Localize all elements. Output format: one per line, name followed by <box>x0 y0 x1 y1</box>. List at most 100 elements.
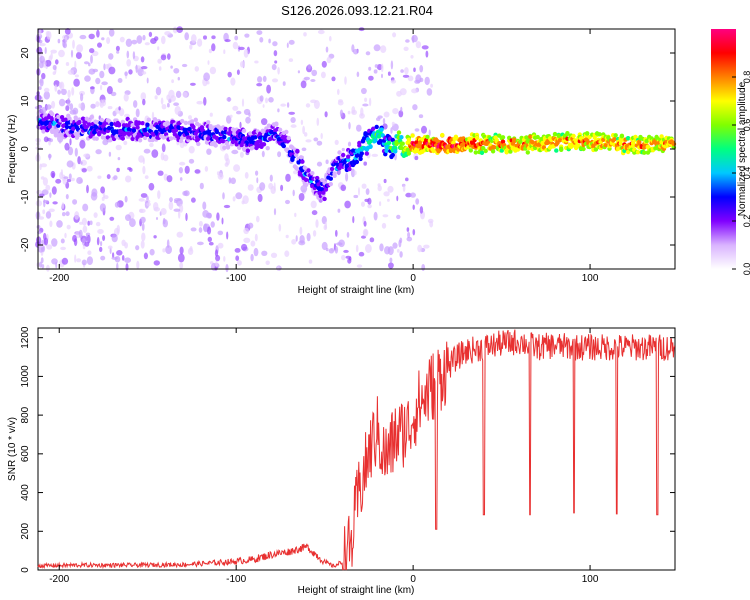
ridge-cell <box>530 140 535 145</box>
noise-blob <box>123 93 129 102</box>
noise-blob <box>42 209 46 215</box>
noise-blob <box>311 210 318 216</box>
noise-blob <box>271 64 277 71</box>
y-tick-label: 10 <box>20 95 31 107</box>
noise-blob <box>82 225 88 233</box>
noise-blob <box>244 172 249 179</box>
noise-blob <box>304 132 308 137</box>
noise-blob <box>38 216 45 220</box>
noise-blob <box>191 197 196 203</box>
ridge-cell <box>253 135 258 140</box>
noise-blob <box>203 96 207 106</box>
noise-blob <box>45 211 52 219</box>
noise-blob <box>392 32 397 38</box>
noise-blob <box>175 90 182 98</box>
noise-blob <box>80 161 83 165</box>
noise-blob <box>191 34 197 44</box>
noise-blob <box>399 251 403 258</box>
noise-blob <box>92 68 99 73</box>
noise-blob <box>240 61 245 68</box>
noise-blob <box>154 36 159 41</box>
ridge-cell <box>635 150 641 155</box>
ridge-cell <box>277 127 283 132</box>
noise-blob <box>87 220 90 226</box>
noise-blob <box>217 242 224 249</box>
noise-blob <box>406 227 410 232</box>
noise-blob <box>340 184 347 192</box>
y-tick-label: -10 <box>20 189 31 204</box>
noise-blob <box>141 222 145 231</box>
ridge-cell <box>146 117 151 122</box>
noise-blob <box>139 208 143 213</box>
noise-blob <box>51 186 57 195</box>
ridge-cell <box>616 146 621 151</box>
noise-blob <box>41 107 47 115</box>
noise-blob <box>188 145 195 154</box>
ridge-cell <box>417 140 423 145</box>
noise-blob <box>108 53 114 60</box>
noise-blob <box>161 35 166 45</box>
ridge-cell <box>167 128 172 133</box>
noise-blob <box>233 164 241 172</box>
noise-blob <box>273 208 277 216</box>
noise-blob <box>285 199 290 205</box>
noise-blob <box>64 142 70 151</box>
noise-blob <box>69 109 77 115</box>
ridge-cell <box>508 149 513 154</box>
noise-blob <box>215 254 221 262</box>
ridge-cell <box>234 142 239 147</box>
noise-blob <box>324 221 327 229</box>
ridge-cell <box>290 157 295 162</box>
noise-blob <box>407 75 414 82</box>
noise-blob <box>412 104 418 111</box>
ridge-cell <box>383 152 388 157</box>
noise-blob <box>271 78 279 83</box>
noise-blob <box>66 224 71 230</box>
noise-blob <box>247 184 254 191</box>
noise-blob <box>203 35 207 40</box>
noise-blob <box>138 155 145 163</box>
x-tick-label: 0 <box>410 273 416 284</box>
colorbar-tick-label: 0.2 <box>742 215 750 228</box>
noise-blob <box>412 204 415 210</box>
ridge-cell <box>370 126 376 132</box>
noise-blob <box>117 78 123 83</box>
noise-blob <box>97 42 102 48</box>
ridge-cell <box>67 116 72 121</box>
noise-blob <box>177 253 185 263</box>
noise-blob <box>135 64 138 74</box>
noise-blob <box>60 246 66 251</box>
ridge-cell <box>74 135 80 140</box>
ridge-cell <box>659 134 664 139</box>
noise-blob <box>57 38 61 44</box>
ridge-cell <box>135 125 140 130</box>
noise-blob <box>256 30 263 35</box>
noise-blob <box>272 41 278 47</box>
noise-blob <box>387 71 391 76</box>
noise-blob <box>86 165 93 172</box>
ridge-cell <box>63 117 68 122</box>
noise-blob <box>230 177 236 185</box>
ridge-cell <box>105 135 111 140</box>
noise-blob <box>325 46 329 53</box>
noise-blob <box>405 192 412 198</box>
noise-blob <box>203 223 208 233</box>
noise-blob <box>346 231 350 238</box>
noise-blob <box>155 86 162 96</box>
noise-blob <box>144 42 150 46</box>
noise-blob <box>405 39 410 43</box>
noise-blob <box>181 63 188 68</box>
noise-blob <box>39 55 45 64</box>
noise-blob <box>39 78 44 87</box>
noise-blob <box>209 66 217 75</box>
ridge-cell <box>99 117 104 123</box>
noise-blob <box>245 116 251 124</box>
noise-blob <box>217 172 224 180</box>
noise-blob <box>49 138 53 143</box>
noise-blob <box>379 201 382 207</box>
noise-blob <box>146 77 149 84</box>
noise-blob <box>211 43 216 52</box>
ridge-cell <box>193 117 198 123</box>
noise-blob <box>285 173 291 182</box>
noise-blob <box>404 67 409 75</box>
